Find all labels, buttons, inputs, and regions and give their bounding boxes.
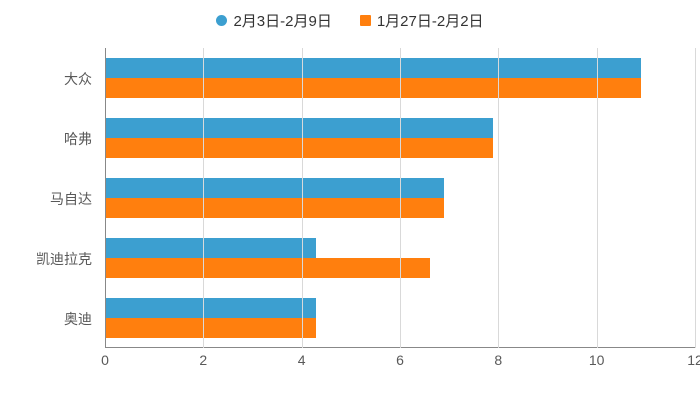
bar-series-b-奥迪[interactable] [105,318,316,338]
x-tick-label-10: 10 [589,352,605,368]
category-label-2: 马自达 [10,189,100,209]
category-label-4: 奥迪 [10,309,100,329]
legend-item-1[interactable]: 1月27日-2月2日 [360,10,484,31]
bar-series-a-凯迪拉克[interactable] [105,238,316,258]
legend-marker-series-b [360,15,371,26]
gridline-2 [203,48,204,348]
x-tick-label-12: 12 [687,352,700,368]
gridline-12 [695,48,696,348]
bar-series-a-奥迪[interactable] [105,298,316,318]
chart-container: 2月3日-2月9日 1月27日-2月2日 大众 哈弗 马自达 凯迪拉克 奥迪 02468… [0,0,700,400]
gridline-6 [400,48,401,348]
bar-series-b-哈弗[interactable] [105,138,493,158]
gridline-0 [105,48,106,348]
x-tick-label-2: 2 [199,352,207,368]
bar-series-b-大众[interactable] [105,78,641,98]
legend-item-0[interactable]: 2月3日-2月9日 [216,10,331,31]
x-tick-label-6: 6 [396,352,404,368]
bar-series-b-凯迪拉克[interactable] [105,258,430,278]
chart-legend: 2月3日-2月9日 1月27日-2月2日 [0,10,700,31]
category-label-0: 大众 [10,69,100,89]
legend-label-series-a: 2月3日-2月9日 [233,10,331,31]
bar-series-a-哈弗[interactable] [105,118,493,138]
legend-marker-series-a [216,15,227,26]
gridline-10 [597,48,598,348]
x-tick-label-8: 8 [494,352,502,368]
gridline-4 [302,48,303,348]
x-tick-label-4: 4 [298,352,306,368]
x-tick-label-0: 0 [101,352,109,368]
legend-label-series-b: 1月27日-2月2日 [377,10,484,31]
plot-area: 大众 哈弗 马自达 凯迪拉克 奥迪 0 2 4 6 8 10 12 [105,48,695,348]
bar-series-a-大众[interactable] [105,58,641,78]
category-label-3: 凯迪拉克 [10,249,100,269]
category-label-1: 哈弗 [10,129,100,149]
bar-series-a-马自达[interactable] [105,178,444,198]
gridline-8 [498,48,499,348]
bar-series-b-马自达[interactable] [105,198,444,218]
